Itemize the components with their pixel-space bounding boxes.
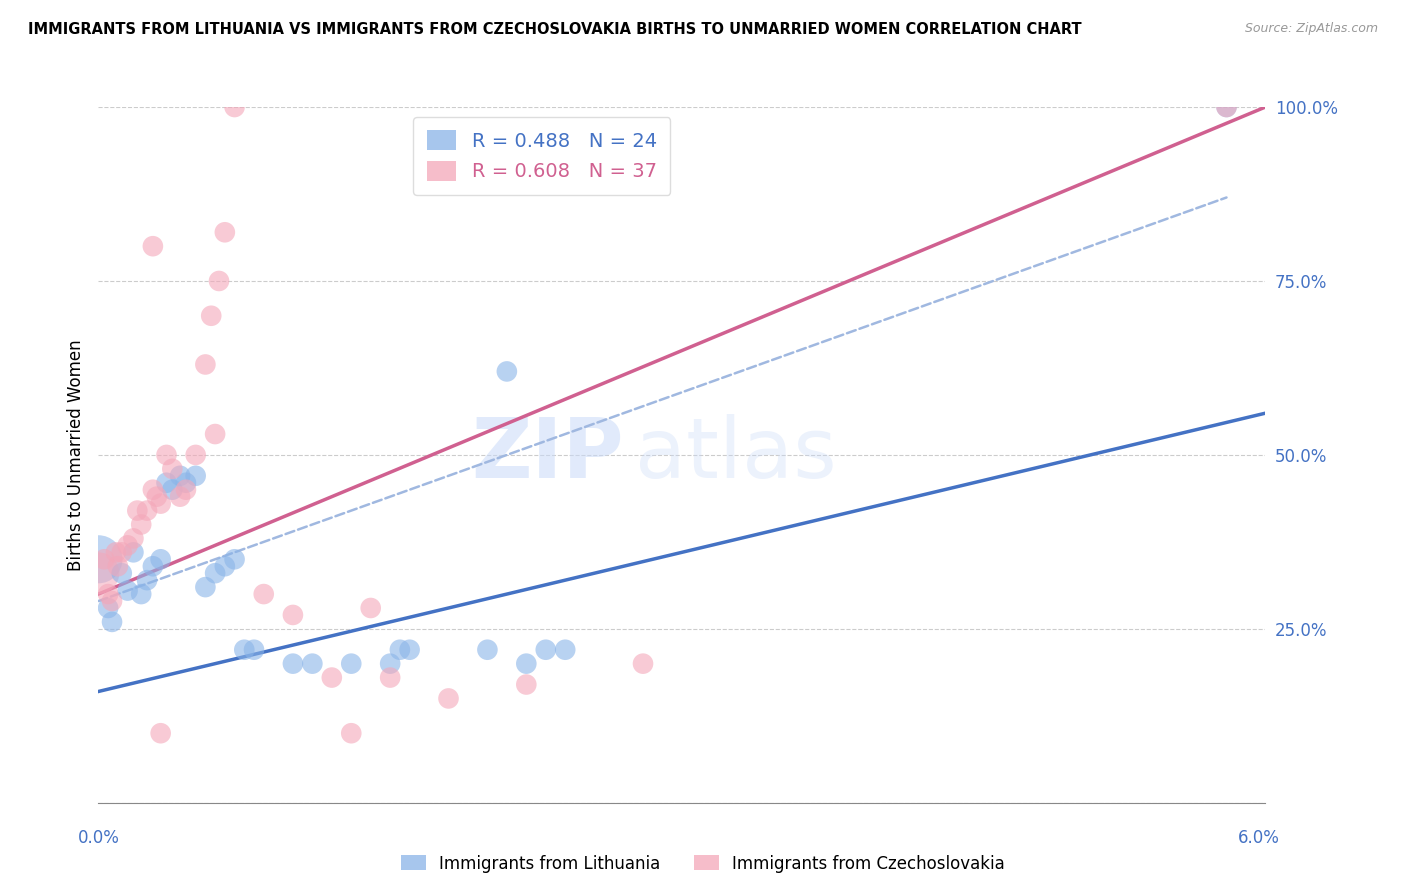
Point [162, 462, 184, 476]
Point [149, 726, 172, 740]
Point [101, 594, 124, 608]
Point [184, 448, 207, 462]
Point [340, 726, 363, 740]
Point [388, 642, 411, 657]
Point [253, 587, 276, 601]
Point [281, 607, 304, 622]
Point [142, 483, 165, 497]
Point [194, 580, 217, 594]
Point [87, 566, 110, 581]
Point [122, 545, 145, 559]
Point [214, 559, 236, 574]
Text: Source: ZipAtlas.com: Source: ZipAtlas.com [1244, 22, 1378, 36]
Point [149, 497, 172, 511]
Point [380, 657, 402, 671]
Text: 6.0%: 6.0% [1237, 829, 1279, 847]
Point [554, 642, 576, 657]
Point [104, 545, 127, 559]
Point [155, 475, 177, 490]
Point [204, 566, 226, 581]
Point [174, 483, 197, 497]
Point [117, 583, 139, 598]
Point [97, 587, 120, 601]
Point [534, 642, 557, 657]
Point [380, 671, 402, 685]
Point [169, 490, 191, 504]
Point [340, 657, 363, 671]
Legend: R = 0.488   N = 24, R = 0.608   N = 37: R = 0.488 N = 24, R = 0.608 N = 37 [413, 117, 671, 194]
Point [146, 490, 169, 504]
Point [631, 657, 654, 671]
Point [321, 671, 343, 685]
Point [174, 475, 197, 490]
Point [204, 427, 226, 442]
Point [155, 448, 177, 462]
Point [101, 615, 124, 629]
Point [129, 587, 152, 601]
Point [233, 642, 256, 657]
Point [194, 358, 217, 372]
Point [184, 468, 207, 483]
Point [243, 642, 266, 657]
Point [200, 309, 222, 323]
Point [149, 552, 172, 566]
Point [496, 364, 519, 378]
Point [162, 483, 184, 497]
Point [208, 274, 231, 288]
Point [1215, 100, 1237, 114]
Point [224, 552, 246, 566]
Point [301, 657, 323, 671]
Point [93, 552, 115, 566]
Point [398, 642, 420, 657]
Point [281, 657, 304, 671]
Legend: Immigrants from Lithuania, Immigrants from Czechoslovakia: Immigrants from Lithuania, Immigrants fr… [394, 848, 1012, 880]
Point [360, 601, 382, 615]
Point [107, 559, 129, 574]
Point [136, 503, 159, 517]
Point [437, 691, 460, 706]
Point [111, 566, 134, 581]
Point [136, 573, 159, 587]
Y-axis label: Births to Unmarried Women: Births to Unmarried Women [66, 339, 84, 571]
Text: atlas: atlas [636, 415, 837, 495]
Point [117, 538, 139, 552]
Text: 0.0%: 0.0% [77, 829, 120, 847]
Point [97, 601, 120, 615]
Text: ZIP: ZIP [471, 415, 624, 495]
Point [122, 532, 145, 546]
Point [87, 552, 110, 566]
Point [127, 503, 149, 517]
Point [477, 642, 499, 657]
Point [214, 225, 236, 239]
Point [1215, 100, 1237, 114]
Point [224, 100, 246, 114]
Point [129, 517, 152, 532]
Point [142, 559, 165, 574]
Point [111, 545, 134, 559]
Text: IMMIGRANTS FROM LITHUANIA VS IMMIGRANTS FROM CZECHOSLOVAKIA BIRTHS TO UNMARRIED : IMMIGRANTS FROM LITHUANIA VS IMMIGRANTS … [28, 22, 1081, 37]
Point [515, 657, 537, 671]
Point [142, 239, 165, 253]
Point [515, 677, 537, 691]
Point [169, 468, 191, 483]
